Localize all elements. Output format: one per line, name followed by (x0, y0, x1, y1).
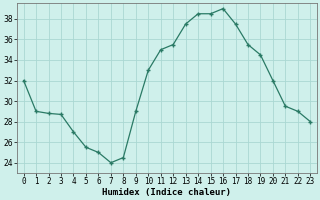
X-axis label: Humidex (Indice chaleur): Humidex (Indice chaleur) (102, 188, 231, 197)
